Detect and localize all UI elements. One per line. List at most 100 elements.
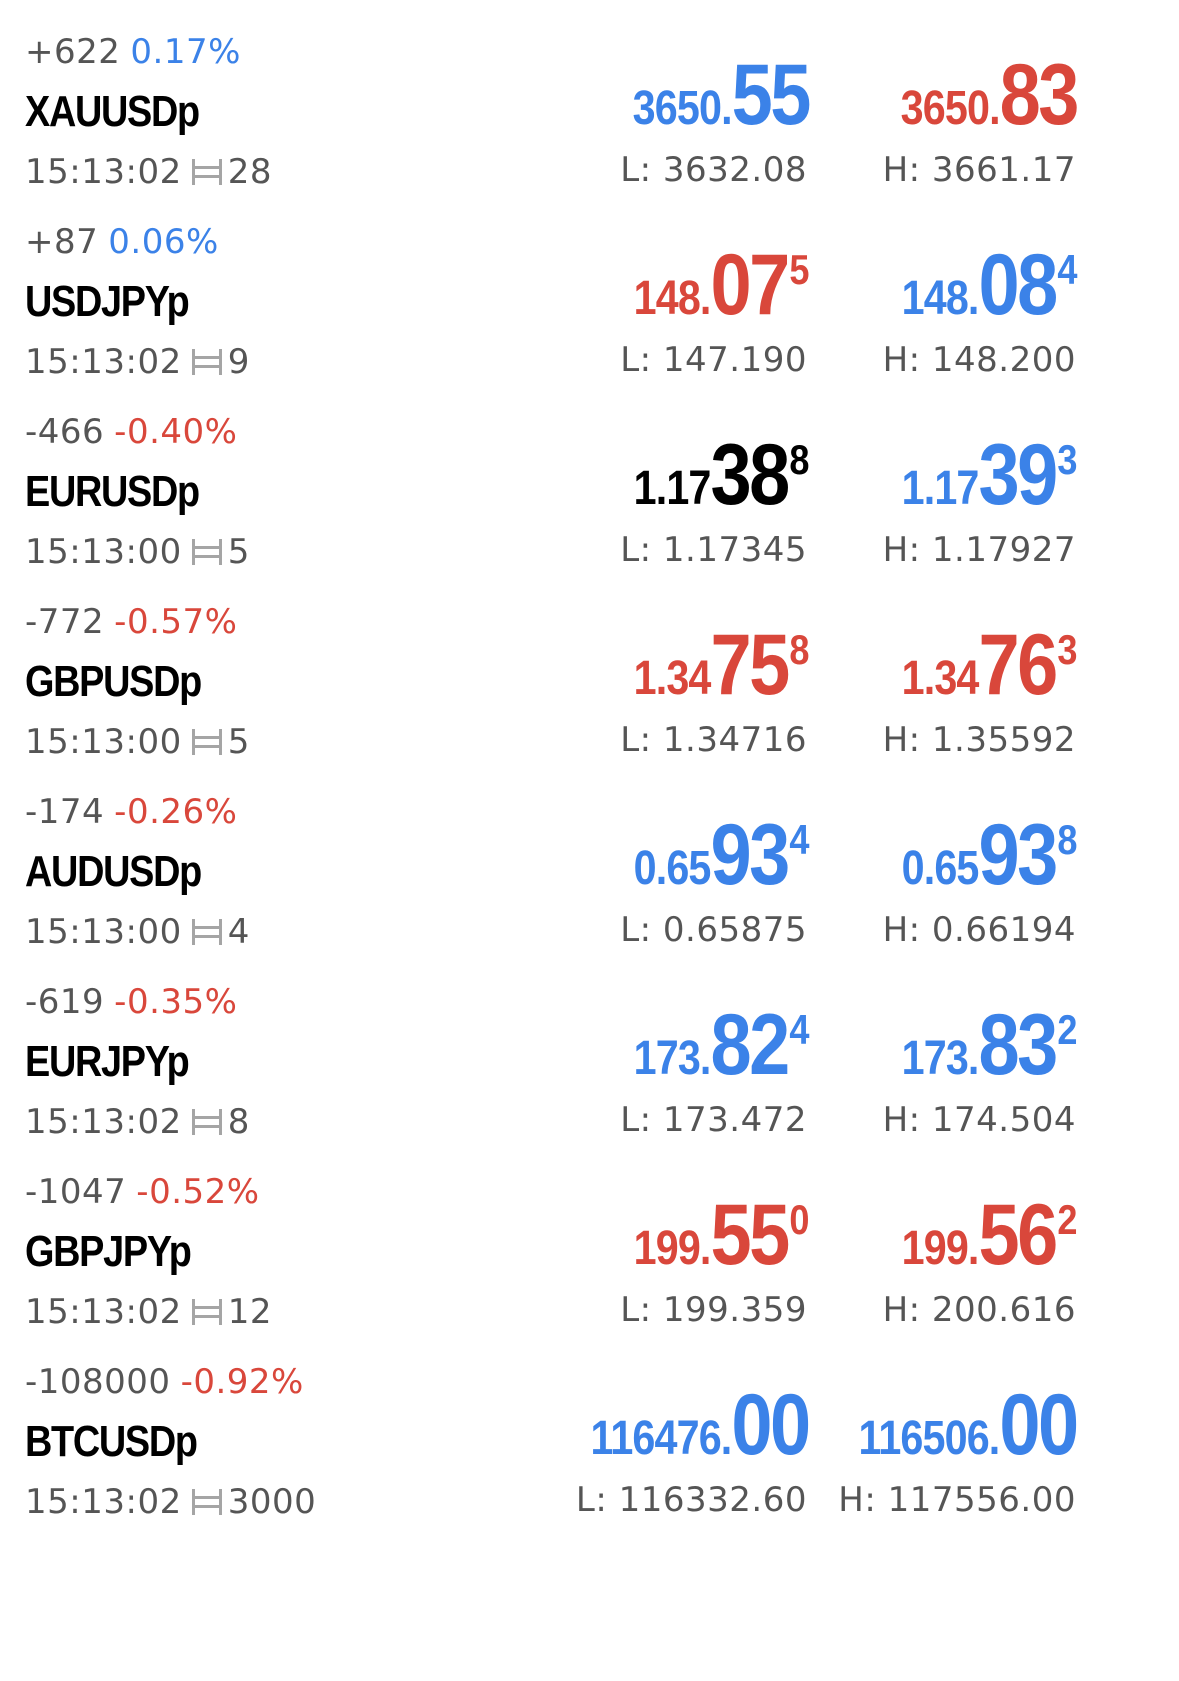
ask-price-main: 83: [999, 47, 1080, 143]
bid-price-pip: 8: [788, 436, 809, 483]
quote-row-gbpjpyp[interactable]: -1047 -0.52% GBPJPYp 15:13:02 12 199.550 199.5…: [0, 1140, 1179, 1332]
change-points: -772: [25, 602, 105, 642]
quote-time: 15:13:02: [25, 1102, 182, 1142]
quote-meta: 15:13:02 28: [25, 150, 272, 194]
bid-price[interactable]: 148.075: [605, 240, 809, 330]
ask-price-pip: 2: [1056, 1196, 1077, 1243]
symbol-name: EURJPYp: [25, 1037, 190, 1086]
change-points: -1047: [25, 1172, 127, 1212]
bid-price[interactable]: 1.17388: [605, 430, 809, 520]
bid-price-pip: 4: [788, 1006, 809, 1053]
bid-price-main: 55: [731, 47, 812, 143]
symbol-name: USDJPYp: [25, 277, 190, 326]
spread-value: 8: [227, 1102, 250, 1142]
daily-high: H: 0.66194: [882, 910, 1076, 950]
symbol-name: GBPJPYp: [25, 1227, 192, 1276]
spread-value: 12: [227, 1292, 272, 1332]
ask-price-pip: 3: [1056, 626, 1077, 673]
symbol-name: GBPUSDp: [25, 657, 202, 706]
spread-value: 28: [227, 152, 272, 192]
daily-low: L: 0.65875: [620, 910, 807, 950]
daily-change: +87 0.06%: [25, 220, 219, 264]
change-percent: -0.35%: [114, 982, 238, 1022]
quote-meta: 15:13:02 9: [25, 340, 250, 384]
bid-price-main: 00: [731, 1377, 812, 1473]
daily-low: L: 116332.60: [575, 1480, 807, 1520]
bid-price[interactable]: 3650.55: [604, 47, 812, 143]
ask-price-pip: 2: [1056, 1006, 1077, 1053]
ask-price[interactable]: 3650.83: [872, 47, 1080, 143]
quote-meta: 15:13:02 8: [25, 1100, 250, 1144]
bid-price[interactable]: 116476.00: [555, 1377, 812, 1473]
spread-value: 5: [227, 532, 250, 572]
ask-price-main: 08: [978, 237, 1058, 333]
quote-meta: 15:13:00 4: [25, 910, 250, 954]
bid-price-prefix: 173.: [633, 1032, 711, 1085]
daily-high: H: 1.17927: [882, 530, 1076, 570]
ask-price[interactable]: 148.084: [873, 240, 1077, 330]
daily-high: H: 148.200: [882, 340, 1076, 380]
quote-time: 15:13:02: [25, 1292, 182, 1332]
ask-price-pip: 8: [1056, 816, 1077, 863]
ask-price-prefix: 148.: [901, 272, 979, 325]
bid-price-pip: 8: [788, 626, 809, 673]
bid-price-prefix: 148.: [633, 272, 711, 325]
ask-price-prefix: 1.17: [901, 462, 979, 515]
spread-icon: [191, 1489, 222, 1515]
quote-meta: 15:13:00 5: [25, 530, 250, 574]
quote-row-xauusdp[interactable]: +622 0.17% XAUUSDp 15:13:02 28 3650.55 3650.83…: [0, 0, 1179, 192]
spread-icon: [191, 1299, 222, 1325]
bid-price-main: 38: [710, 427, 790, 523]
change-points: -174: [25, 792, 105, 832]
spread-icon: [191, 1109, 222, 1135]
ask-price[interactable]: 116506.00: [823, 1380, 1080, 1470]
change-percent: -0.40%: [114, 412, 238, 452]
quote-row-btcusdp[interactable]: -108000 -0.92% BTCUSDp 15:13:02 3000 116476.0…: [0, 1330, 1179, 1522]
quote-row-audusdp[interactable]: -174 -0.26% AUDUSDp 15:13:00 4 0.65934 0.65938…: [0, 760, 1179, 952]
ask-price-prefix: 199.: [901, 1222, 979, 1275]
ask-price[interactable]: 1.17393: [873, 430, 1077, 520]
change-points: -619: [25, 982, 105, 1022]
spread-icon: [191, 159, 222, 185]
bid-price[interactable]: 0.65934: [605, 810, 809, 900]
quote-row-eurjpyp[interactable]: -619 -0.35% EURJPYp 15:13:02 8 173.824 173.832…: [0, 950, 1179, 1142]
daily-high: H: 174.504: [882, 1100, 1076, 1140]
daily-high: H: 3661.17: [882, 150, 1076, 190]
bid-price-pip: 5: [788, 246, 809, 293]
spread-value: 5: [227, 722, 250, 762]
quote-row-eurusdp[interactable]: -466 -0.40% EURUSDp 15:13:00 5 1.17388 1.17393…: [0, 380, 1179, 572]
bid-price-main: 75: [710, 617, 790, 713]
spread-icon: [191, 539, 222, 565]
ask-price-prefix: 3650.: [900, 82, 1001, 135]
quote-time: 15:13:02: [25, 152, 182, 192]
bid-price-prefix: 116476.: [590, 1412, 733, 1465]
quote-row-gbpusdp[interactable]: -772 -0.57% GBPUSDp 15:13:00 5 1.34758 1.34763…: [0, 570, 1179, 762]
symbol-name: XAUUSDp: [25, 87, 200, 136]
bid-price-prefix: 1.34: [633, 652, 711, 705]
ask-price-pip: 3: [1056, 436, 1077, 483]
bid-price[interactable]: 1.34758: [605, 620, 809, 710]
symbol-name: EURUSDp: [25, 467, 200, 516]
spread-value: 3000: [227, 1482, 317, 1522]
daily-low: L: 147.190: [620, 340, 807, 380]
ask-price[interactable]: 173.832: [873, 1000, 1077, 1090]
bid-price-pip: 0: [788, 1196, 809, 1243]
quote-row-usdjpyp[interactable]: +87 0.06% USDJPYp 15:13:02 9 148.075 148.084 L:…: [0, 190, 1179, 382]
change-percent: -0.26%: [114, 792, 238, 832]
ask-price[interactable]: 1.34763: [873, 620, 1077, 710]
quote-meta: 15:13:02 3000: [25, 1480, 316, 1524]
bid-price-pip: 4: [788, 816, 809, 863]
daily-change: +622 0.17%: [25, 30, 241, 74]
bid-price[interactable]: 173.824: [605, 1000, 809, 1090]
quote-time: 15:13:02: [25, 342, 182, 382]
ask-price[interactable]: 199.562: [873, 1190, 1077, 1280]
bid-price[interactable]: 199.550: [605, 1190, 809, 1280]
quote-time: 15:13:00: [25, 532, 182, 572]
daily-change: -619 -0.35%: [25, 980, 237, 1024]
spread-icon: [191, 919, 222, 945]
daily-low: L: 173.472: [620, 1100, 807, 1140]
daily-high: H: 117556.00: [838, 1480, 1076, 1520]
change-percent: -0.57%: [114, 602, 238, 642]
ask-price[interactable]: 0.65938: [873, 810, 1077, 900]
change-points: +87: [25, 222, 99, 262]
